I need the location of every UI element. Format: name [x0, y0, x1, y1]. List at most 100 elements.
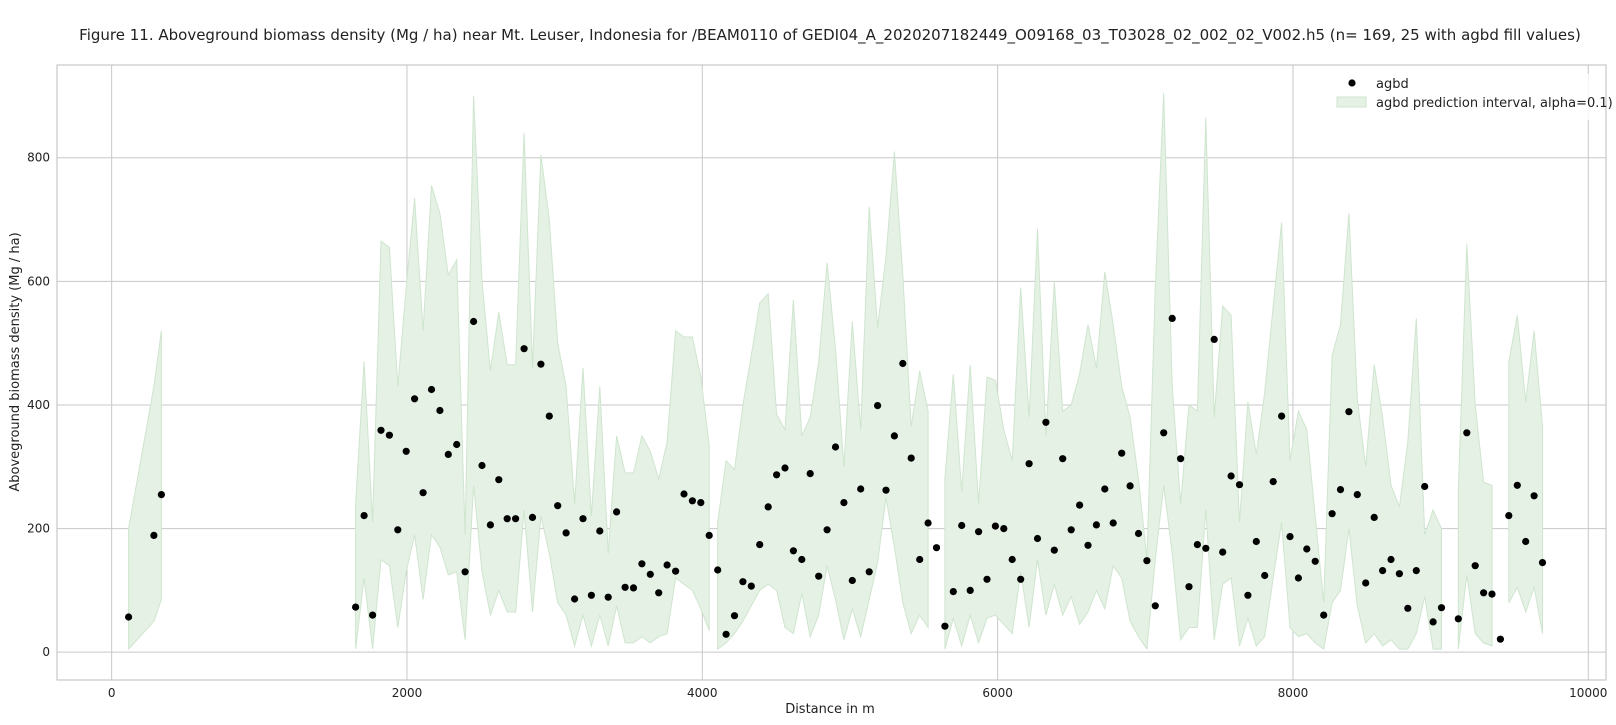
agbd-point — [680, 490, 688, 498]
agbd-point — [520, 345, 528, 353]
agbd-point — [1084, 541, 1092, 549]
agbd-point — [1050, 546, 1058, 554]
agbd-point — [1193, 541, 1201, 549]
x-tick-label: 4000 — [687, 686, 718, 700]
agbd-point — [975, 528, 983, 536]
agbd-point — [1345, 408, 1353, 416]
agbd-point — [1471, 562, 1479, 570]
agbd-point — [478, 461, 486, 470]
prediction-interval-layer — [128, 92, 1543, 651]
agbd-point — [1185, 583, 1193, 591]
agbd-point — [613, 508, 621, 516]
prediction-interval-band — [355, 95, 710, 650]
chart-title: Figure 11. Aboveground biomass density (… — [79, 26, 1581, 45]
agbd-point — [1269, 478, 1277, 486]
agbd-point — [848, 576, 856, 585]
axes-layer: 0 2000 4000 6000 8000 10000 0 200 400 600 800 — [27, 64, 1607, 700]
agbd-point — [571, 595, 579, 603]
agbd-point — [1008, 555, 1016, 564]
agbd-point — [663, 561, 671, 569]
agbd-point — [1496, 635, 1504, 643]
agbd-point — [1404, 604, 1412, 612]
x-tick-label: 6000 — [982, 686, 1013, 700]
agbd-point — [1538, 559, 1547, 567]
x-axis-label: Distance in m — [785, 702, 875, 717]
agbd-point — [1151, 602, 1159, 610]
agbd-point — [528, 513, 537, 522]
agbd-point — [511, 515, 520, 523]
y-tick-label: 0 — [42, 645, 50, 659]
agbd-point — [949, 588, 957, 596]
agbd-point — [932, 544, 941, 552]
agbd-point — [1143, 557, 1151, 565]
prediction-interval-band — [1508, 315, 1543, 634]
legend-box — [1322, 74, 1600, 120]
agbd-point — [545, 412, 553, 420]
agbd-point — [1505, 511, 1513, 520]
agbd-point — [798, 555, 806, 564]
agbd-point — [1311, 557, 1319, 565]
agbd-point — [587, 591, 596, 599]
prediction-interval-band — [717, 151, 929, 651]
agbd-point — [604, 593, 612, 601]
agbd-point — [966, 586, 974, 595]
agbd-point — [1134, 529, 1143, 538]
agbd-point — [1480, 589, 1488, 597]
agbd-point — [1320, 611, 1328, 619]
agbd-point — [1076, 501, 1084, 509]
agbd-point — [672, 567, 680, 575]
legend-label-agbd: agbd — [1376, 77, 1409, 92]
x-tick-label: 8000 — [1278, 686, 1309, 700]
agbd-point — [385, 431, 393, 439]
agbd-point — [352, 603, 360, 611]
agbd-point — [747, 582, 755, 590]
agbd-point — [1412, 567, 1420, 575]
x-tick-label: 2000 — [392, 686, 423, 700]
agbd-point — [360, 511, 368, 520]
agbd-point — [688, 497, 697, 505]
agbd-point — [1294, 574, 1302, 582]
agbd-point — [1177, 455, 1185, 463]
agbd-point — [646, 570, 654, 578]
agbd-point — [1488, 590, 1496, 598]
agbd-point — [444, 450, 452, 458]
x-tick-label: 0 — [108, 686, 116, 700]
agbd-point — [495, 476, 503, 484]
agbd-point — [629, 584, 638, 592]
agbd-point — [377, 426, 385, 434]
agbd-point — [1252, 537, 1260, 546]
agbd-point — [411, 395, 419, 403]
agbd-point — [739, 578, 747, 586]
y-tick-label: 200 — [27, 522, 50, 536]
agbd-point — [419, 489, 427, 497]
agbd-point — [705, 531, 713, 540]
plot-frame — [56, 64, 1607, 681]
agbd-point — [756, 541, 764, 549]
agbd-point — [369, 611, 377, 619]
x-tick-label: 10000 — [1569, 686, 1607, 700]
agbd-point — [1387, 555, 1395, 564]
agbd-point — [596, 527, 604, 535]
agbd-point — [427, 385, 436, 394]
agbd-point — [1303, 545, 1311, 553]
agbd-point — [697, 499, 705, 507]
agbd-point — [562, 529, 570, 537]
agbd-point — [1227, 472, 1235, 480]
agbd-point — [1395, 570, 1403, 578]
agbd-point — [857, 485, 865, 493]
legend-label-prediction-interval: agbd prediction interval, alpha=0.1) — [1376, 96, 1613, 111]
agbd-point — [1437, 604, 1446, 612]
agbd-point — [1278, 412, 1286, 420]
prediction-interval-band — [128, 330, 162, 651]
agbd-point — [1033, 534, 1042, 543]
agbd-point — [730, 612, 739, 620]
agbd-point — [1522, 537, 1530, 546]
agbd-point — [1126, 482, 1134, 490]
y-tick-label: 400 — [27, 398, 50, 412]
agbd-point — [714, 566, 722, 574]
agbd-point — [815, 572, 823, 580]
agbd-point — [789, 547, 798, 555]
agbd-point — [1109, 519, 1117, 527]
points-layer — [125, 314, 1547, 643]
agbd-point — [916, 555, 924, 564]
